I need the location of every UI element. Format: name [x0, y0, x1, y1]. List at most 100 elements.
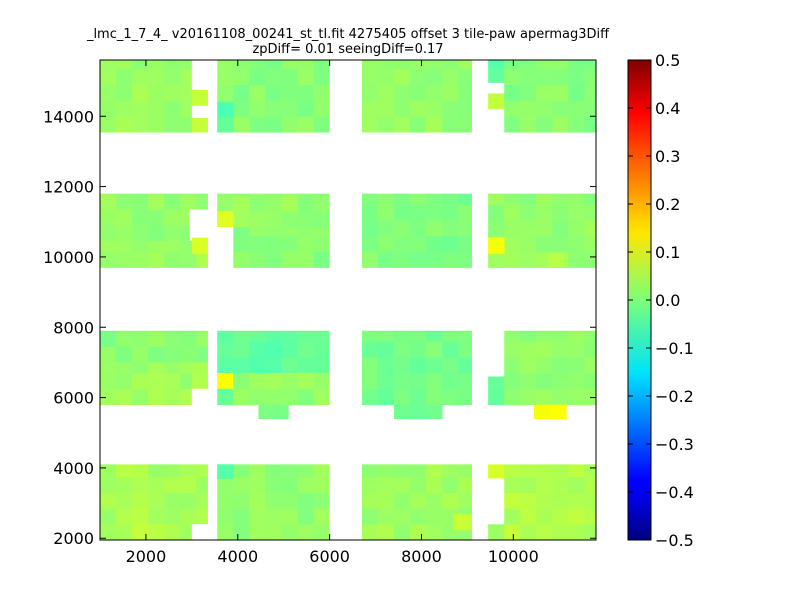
heatmap-cell	[458, 204, 473, 221]
heatmap-cell	[568, 341, 585, 358]
heatmap-cell	[536, 68, 553, 86]
heatmap-cell	[164, 241, 181, 253]
heatmap-cell	[442, 464, 459, 478]
heatmap-cell	[377, 464, 395, 478]
heatmap-cell	[297, 492, 314, 509]
heatmap-cell	[410, 464, 427, 478]
heatmap-cell	[191, 362, 209, 374]
heatmap-cell	[520, 220, 537, 237]
heatmap-cell	[132, 476, 149, 493]
heatmap-cell	[377, 251, 395, 268]
heatmap-cell	[217, 60, 234, 70]
masked-region	[189, 209, 208, 238]
heatmap-cell	[297, 388, 314, 406]
heatmap-cell	[164, 524, 181, 540]
heatmap-cell	[361, 341, 379, 358]
heatmap-cell	[393, 372, 411, 390]
heatmap-cell	[116, 241, 133, 253]
heatmap-cell	[584, 524, 596, 540]
heatmap-cell	[361, 100, 379, 117]
heatmap-cell	[265, 195, 282, 212]
heatmap-cell	[536, 524, 553, 540]
heatmap-cell	[410, 492, 427, 509]
masked-region	[217, 227, 234, 268]
heatmap-cell	[100, 84, 117, 101]
heatmap-cell	[504, 251, 521, 268]
heatmap-cell	[217, 357, 234, 374]
heatmap-cell	[249, 388, 266, 406]
masked-region	[329, 464, 362, 540]
heatmap-cell	[426, 492, 443, 509]
heatmap-cell	[458, 388, 473, 406]
heatmap-cell	[265, 227, 282, 237]
heatmap-cell	[164, 209, 181, 226]
heatmap-cell	[196, 346, 209, 363]
x-tick-label: 8000	[401, 547, 442, 566]
heatmap-cell	[426, 100, 443, 117]
heatmap-cell	[191, 237, 209, 254]
heatmap-cell	[313, 193, 331, 196]
heatmap-cell	[410, 524, 427, 540]
heatmap-cell	[233, 84, 250, 101]
chart-title: _lmc_1_7_4_ v20161108_00241_st_tl.fit 42…	[86, 27, 610, 42]
heatmap-cell	[393, 204, 411, 221]
heatmap-cell	[584, 68, 596, 86]
heatmap-cell	[504, 372, 521, 390]
heatmap-cell	[281, 341, 298, 358]
heatmap-cell	[504, 341, 521, 358]
heatmap-cell	[410, 372, 427, 390]
heatmap-cell	[313, 60, 331, 70]
heatmap-cell	[568, 524, 585, 540]
heatmap-cell	[196, 464, 209, 478]
heatmap-cell	[164, 68, 181, 86]
heatmap-cell	[568, 193, 585, 205]
heatmap-cell	[393, 492, 411, 509]
heatmap-cell	[148, 492, 165, 509]
masked-region	[207, 464, 218, 540]
heatmap-cell	[164, 330, 181, 347]
heatmap-cell	[249, 235, 266, 253]
heatmap-cell	[217, 388, 234, 406]
heatmap-cell	[534, 404, 551, 420]
heatmap-cell	[249, 84, 266, 101]
heatmap-cell	[116, 346, 133, 363]
masked-region	[472, 330, 489, 405]
heatmap-cell	[132, 508, 149, 525]
heatmap-cell	[458, 84, 473, 101]
heatmap-cell	[116, 84, 133, 101]
heatmap-cell	[393, 341, 411, 358]
heatmap-cell	[281, 524, 298, 540]
heatmap-cell	[313, 372, 331, 390]
heatmap-cell	[297, 372, 314, 390]
heatmap-cell	[410, 251, 427, 268]
heatmap-cell	[180, 476, 197, 493]
heatmap-cell	[377, 193, 395, 205]
heatmap-cell	[377, 388, 395, 406]
heatmap-cell	[520, 251, 537, 268]
heatmap-cell	[281, 195, 298, 212]
heatmap-cell	[536, 60, 553, 70]
heatmap-cell	[552, 235, 569, 253]
heatmap-cell	[281, 464, 298, 478]
heatmap-cell	[504, 508, 521, 525]
heatmap-cell	[180, 116, 193, 133]
heatmap-cell	[100, 251, 117, 268]
heatmap-cell	[164, 193, 181, 210]
heatmap-cell	[249, 60, 266, 70]
heatmap-cell	[377, 100, 395, 117]
heatmap-cell	[297, 464, 314, 478]
heatmap-cell	[164, 492, 181, 509]
heatmap-cell	[116, 209, 133, 226]
heatmap-cell	[297, 227, 314, 237]
heatmap-cell	[568, 116, 585, 133]
heatmap-cell	[552, 464, 569, 478]
heatmap-cell	[217, 476, 234, 493]
colorbar-tick-label: −0.4	[655, 483, 694, 502]
x-tick-label: 10000	[488, 547, 539, 566]
heatmap-cell	[458, 60, 473, 70]
y-tick-label: 6000	[53, 389, 94, 408]
colorbar-tick-label: 0.3	[655, 147, 680, 166]
heatmap-cell	[100, 464, 117, 478]
heatmap-cell	[442, 204, 459, 221]
heatmap-cell	[281, 251, 298, 268]
